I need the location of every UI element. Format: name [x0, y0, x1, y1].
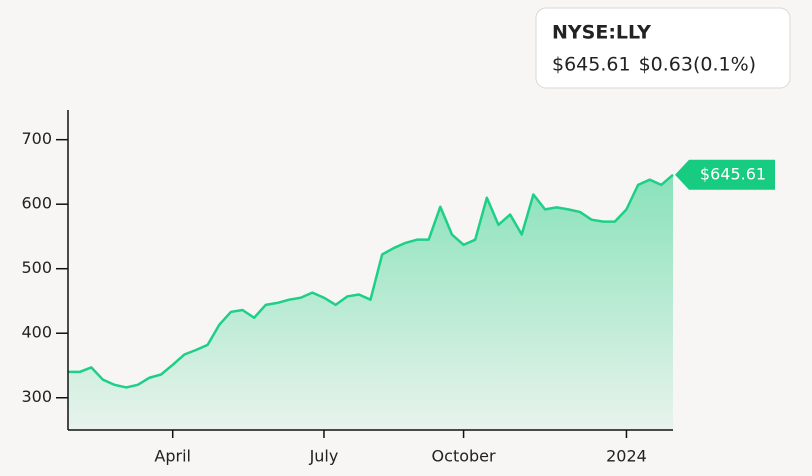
x-tick-label: July — [309, 447, 339, 466]
y-tick-label: 300 — [21, 387, 52, 406]
price: $645.61 — [552, 54, 631, 76]
price-tag — [675, 159, 775, 190]
x-tick-label: October — [432, 447, 496, 466]
ticker: NYSE:LLY — [552, 22, 651, 44]
area — [68, 174, 673, 430]
price-tag-label: $645.61 — [700, 164, 766, 183]
x-tick-label: April — [154, 447, 191, 466]
x-tick-label: 2024 — [606, 447, 647, 466]
y-tick-label: 500 — [21, 258, 52, 277]
quote-box — [535, 7, 791, 89]
price-change: $0.63(0.1%) — [639, 54, 757, 76]
line — [68, 173, 674, 389]
y-tick-label: 700 — [21, 129, 52, 148]
y-tick-label: 600 — [21, 194, 52, 213]
y-tick-label: 400 — [21, 323, 52, 342]
